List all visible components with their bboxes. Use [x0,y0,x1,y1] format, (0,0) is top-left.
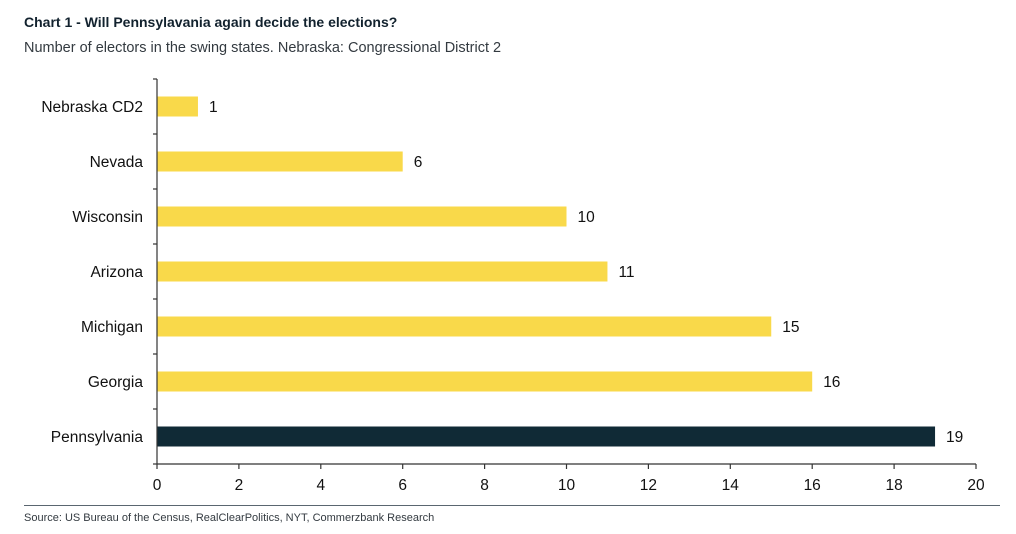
category-label-arizona: Arizona [90,264,143,281]
x-tick-label-6: 6 [398,477,407,494]
chart-title: Chart 1 - Will Pennsylavania again decid… [24,14,398,30]
footer-divider [24,505,1000,506]
category-label-georgia: Georgia [88,374,144,391]
category-label-nevada: Nevada [90,154,144,171]
category-label-nebraska-cd2: Nebraska CD2 [41,99,143,116]
x-tick-label-10: 10 [558,477,576,494]
bar-wisconsin [157,206,567,227]
value-label-nebraska-cd2: 1 [209,99,218,116]
bar-michigan [157,316,772,337]
bar-arizona [157,261,608,282]
value-label-wisconsin: 10 [578,209,596,226]
chart-subtitle: Number of electors in the swing states. … [24,40,502,56]
bar-pennsylvania [157,426,936,447]
x-tick-label-4: 4 [316,477,325,494]
category-label-pennsylvania: Pennsylvania [51,429,144,446]
value-label-michigan: 15 [782,319,799,336]
x-tick-label-0: 0 [153,477,162,494]
value-label-arizona: 11 [618,264,634,281]
bar-nevada [157,151,403,172]
x-tick-label-2: 2 [235,477,244,494]
x-tick-label-8: 8 [480,477,489,494]
category-label-michigan: Michigan [81,319,143,336]
category-label-wisconsin: Wisconsin [72,209,143,226]
x-tick-label-18: 18 [885,477,902,494]
x-tick-label-12: 12 [640,477,657,494]
bar-nebraska-cd2 [157,96,198,117]
x-tick-label-14: 14 [722,477,740,494]
source-note: Source: US Bureau of the Census, RealCle… [24,512,435,524]
bar-georgia [157,371,813,392]
x-tick-label-16: 16 [804,477,821,494]
value-label-georgia: 16 [823,374,840,391]
value-label-nevada: 6 [414,154,423,171]
value-label-pennsylvania: 19 [946,429,963,446]
x-tick-label-20: 20 [967,477,985,494]
